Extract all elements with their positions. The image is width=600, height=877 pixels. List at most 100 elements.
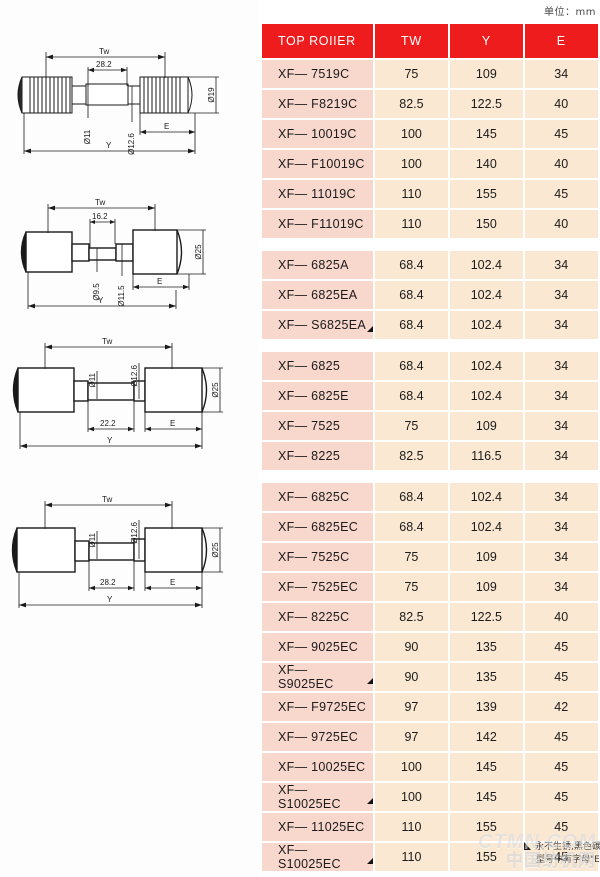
table-group-separator <box>262 341 598 352</box>
cell-tw: 110 <box>374 179 449 208</box>
cell-e: 34 <box>524 250 598 279</box>
cell-y: 122.5 <box>449 89 524 118</box>
cell-tw-text: 75 <box>404 549 419 564</box>
cell-model: XF— 7519C <box>262 59 374 88</box>
cell-tw-text: 75 <box>404 418 419 433</box>
dim-mid-4: 28.2 <box>100 578 116 587</box>
cell-e: 45 <box>524 722 598 751</box>
dim-inner-diameter-b-2: Ø11.5 <box>117 285 126 307</box>
specification-table: TOP ROIIER TW Y E XF— 7519C 75 109 34 XF— F8… <box>262 24 598 873</box>
cell-y-text: 142 <box>475 729 497 744</box>
cell-model-text: XF— 10025EC <box>278 759 366 774</box>
cell-model: XF— 7525EC <box>262 572 374 601</box>
cell-e-text: 45 <box>554 849 569 864</box>
column-header-e: E <box>524 24 598 58</box>
cell-e-text: 45 <box>554 186 569 201</box>
dim-tw-2: Tw <box>95 198 105 207</box>
cell-model-text: XF— 6825EC <box>278 519 359 534</box>
drawing-figure-4: Tw Ø11 Ø12.6 Ø25 28.2 <box>0 478 258 628</box>
cell-model: XF— F11019C <box>262 209 374 238</box>
cell-e-text: 34 <box>554 317 569 332</box>
cell-y-text: 102.4 <box>470 489 502 504</box>
cell-model-text: XF— F10019C <box>278 156 365 171</box>
table-group-separator <box>262 240 598 251</box>
cell-e-text: 45 <box>554 639 569 654</box>
dim-inner-diameter-b-4: Ø12.6 <box>130 521 139 543</box>
dim-mid-2: 16.2 <box>92 212 108 221</box>
cell-y-text: 109 <box>475 66 497 81</box>
dim-outer-diameter-2: Ø25 <box>194 244 203 260</box>
cell-tw: 68.4 <box>374 512 449 541</box>
cell-model: XF— 6825 <box>262 351 374 380</box>
cell-tw-text: 68.4 <box>399 519 424 534</box>
table-group-separator <box>262 472 598 483</box>
cell-tw-text: 90 <box>404 639 419 654</box>
footnote-line-1: 永不生锈,黑色碳纤维复合式, 适用于纺纯棉 <box>535 842 600 852</box>
dim-e-2: E <box>157 277 162 286</box>
dim-y-4: Y <box>107 595 113 604</box>
cell-model-text: XF— F9725EC <box>278 699 367 714</box>
row-marker-triangle-icon <box>367 677 374 684</box>
row-marker-triangle-icon <box>367 797 374 804</box>
table-row: XF— 6825 68.4 102.4 34 <box>262 351 598 380</box>
cell-tw-text: 110 <box>401 849 422 864</box>
cell-y: 109 <box>449 59 524 88</box>
cell-tw-text: 82.5 <box>399 96 424 111</box>
cell-e: 45 <box>524 632 598 661</box>
table-row: XF— 7525 75 109 34 <box>262 411 598 440</box>
cell-y-text: 122.5 <box>470 96 502 111</box>
cell-model-text: XF— 9725EC <box>278 729 359 744</box>
drawing-figure-2: Tw 16.2 Ø25 Ø9.5 Ø11.5 <box>0 190 258 330</box>
cell-model-text: XF— 11019C <box>278 186 356 201</box>
cell-tw-text: 90 <box>404 669 419 684</box>
table-row: XF— 11025EC 110 155 45 <box>262 812 598 841</box>
cell-y: 109 <box>449 542 524 571</box>
cell-tw: 68.4 <box>374 381 449 410</box>
cell-y: 145 <box>449 119 524 148</box>
unit-label: 单位：mm <box>544 7 596 18</box>
cell-model-text: XF— 6825C <box>278 489 350 504</box>
table-row: XF— 6825EA 68.4 102.4 34 <box>262 280 598 309</box>
cell-e: 34 <box>524 441 598 470</box>
cell-e-text: 45 <box>554 729 569 744</box>
cell-tw-text: 110 <box>401 186 422 201</box>
cell-y: 142 <box>449 722 524 751</box>
cell-tw: 68.4 <box>374 310 449 339</box>
cell-e-text: 34 <box>554 519 569 534</box>
dim-inner-diameter-b-1: Ø12.6 <box>127 133 136 155</box>
table-row: XF— 7525C 75 109 34 <box>262 542 598 571</box>
cell-y: 102.4 <box>449 381 524 410</box>
cell-e: 45 <box>524 119 598 148</box>
cell-tw: 90 <box>374 632 449 661</box>
dim-inner-diameter-a-4: Ø11 <box>88 532 97 547</box>
dim-e-3: E <box>170 419 175 428</box>
cell-e: 34 <box>524 572 598 601</box>
cell-model-text: XF— 7525 <box>278 418 341 433</box>
cell-tw: 68.4 <box>374 351 449 380</box>
cell-e: 45 <box>524 812 598 841</box>
table-row: XF— 6825EC 68.4 102.4 34 <box>262 512 598 541</box>
dim-inner-diameter-a-1: Ø11 <box>83 129 92 144</box>
cell-model: XF— S6825EA <box>262 310 374 339</box>
cell-model: XF— 6825A <box>262 250 374 279</box>
cell-e: 34 <box>524 381 598 410</box>
cell-model: XF— 8225C <box>262 602 374 631</box>
table-row: XF— 8225 82.5 116.5 34 <box>262 441 598 470</box>
cell-model-text: XF— 7525C <box>278 549 350 564</box>
cell-tw: 75 <box>374 542 449 571</box>
dim-outer-diameter-3: Ø25 <box>211 382 220 398</box>
cell-e: 40 <box>524 602 598 631</box>
cell-y: 102.4 <box>449 512 524 541</box>
cell-e: 34 <box>524 482 598 511</box>
cell-e-text: 34 <box>554 66 569 81</box>
table-header-row: TOP ROIIER TW Y E <box>262 24 598 58</box>
table-row: XF— S10025EC 100 145 45 <box>262 782 598 811</box>
cell-e-text: 34 <box>554 579 569 594</box>
table-row: XF— 10019C 100 145 45 <box>262 119 598 148</box>
cell-model-text: XF— 9025EC <box>278 639 359 654</box>
cell-y: 122.5 <box>449 602 524 631</box>
table-row: XF— 9725EC 97 142 45 <box>262 722 598 751</box>
cell-y-text: 135 <box>475 669 497 684</box>
cell-e: 34 <box>524 59 598 88</box>
cell-y-text: 109 <box>475 418 497 433</box>
